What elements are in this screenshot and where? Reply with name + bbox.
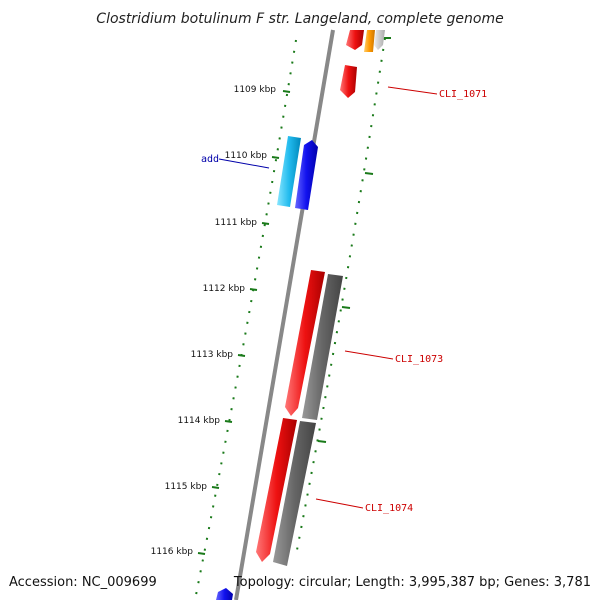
tick-mark [364,172,374,175]
map-title: Clostridium botulinum F str. Langeland, … [96,11,503,27]
outer-ruler-track [195,39,297,596]
tick-mark [249,288,258,291]
leader-line [344,350,394,360]
tick-mark [341,306,351,309]
tick-mark [211,486,220,489]
tick-label-1109: 1109 kbp [234,85,277,95]
leader-line [387,86,438,95]
tick-label-1113: 1113 kbp [191,350,234,360]
tick-mark [224,420,233,423]
gene-label-cli-1071[interactable]: CLI_1071 [439,89,487,100]
tick-mark [261,222,270,225]
cds-blue-near-add[interactable] [295,140,318,210]
leader-line [218,158,270,169]
gene-labels: CLI_1071 CLI_1073 CLI_1074 add [201,86,487,514]
gene-label-add[interactable]: add [201,154,219,165]
tick-label-1116: 1116 kbp [151,547,194,557]
cds-orange-top[interactable] [364,30,375,52]
cds-red-top[interactable] [346,30,364,50]
tick-label-1115: 1115 kbp [165,482,208,492]
cds-add[interactable] [277,136,301,207]
cds-light-top[interactable] [374,30,385,50]
leader-line [315,498,364,509]
cds-blue-bottom[interactable] [216,588,233,600]
tick-mark [317,440,327,443]
tick-label-1114: 1114 kbp [178,416,221,426]
cds-gray-1074[interactable] [273,421,316,566]
tick-mark [282,90,291,93]
tick-mark [271,156,280,159]
kbp-ticks: 1109 kbp 1110 kbp 1111 kbp 1112 kbp 1113… [151,37,391,557]
tick-label-1110: 1110 kbp [225,151,268,161]
genome-summary-text: Topology: circular; Length: 3,995,387 bp… [233,575,591,590]
gene-label-cli-1073[interactable]: CLI_1073 [395,354,443,365]
cds-features [216,30,385,600]
tick-mark [237,354,246,357]
gene-label-cli-1074[interactable]: CLI_1074 [365,503,413,514]
cds-gray-1073[interactable] [302,274,343,420]
cds-cli-1073[interactable] [285,270,325,416]
tick-mark [197,552,206,555]
genome-backbone [234,29,335,600]
cds-cli-1074[interactable] [256,418,297,562]
tick-label-1112: 1112 kbp [203,284,246,294]
cds-cli-1071[interactable] [340,65,357,98]
accession-text: Accession: NC_009699 [9,575,157,590]
tick-label-1111: 1111 kbp [215,218,258,228]
